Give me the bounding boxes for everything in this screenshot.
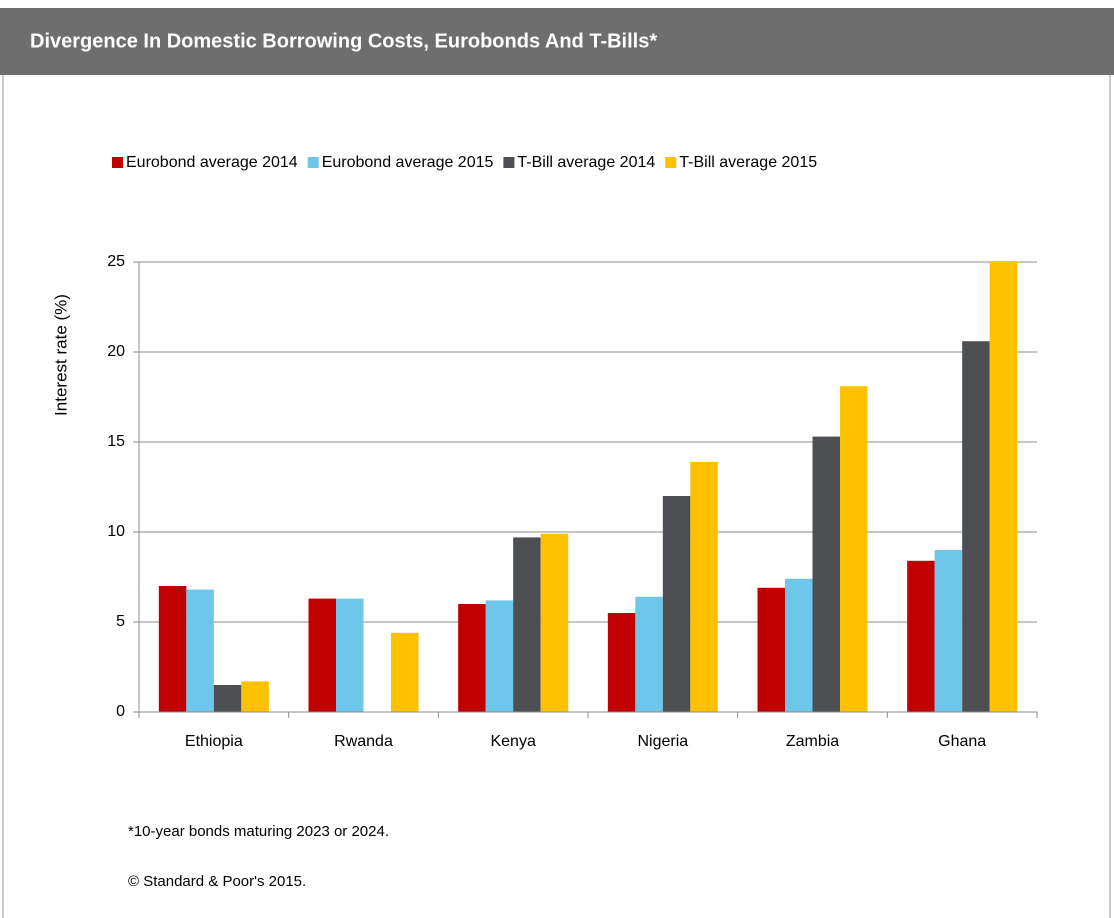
bar <box>513 537 541 712</box>
y-tick-label: 0 <box>116 703 125 720</box>
footnote: *10-year bonds maturing 2023 or 2024. <box>128 823 389 840</box>
bar <box>785 578 813 712</box>
x-tick-label: Zambia <box>786 733 839 750</box>
x-tick-label: Ethiopia <box>185 733 243 750</box>
legend-swatch <box>665 157 677 168</box>
legend-label: T-Bill average 2015 <box>679 154 817 171</box>
bar <box>186 589 214 712</box>
legend-swatch <box>307 157 319 168</box>
source: © Standard & Poor's 2015. <box>128 873 306 890</box>
bar <box>607 613 636 712</box>
y-axis-label: Interest rate (%) <box>51 294 70 416</box>
bar <box>907 560 935 712</box>
bar <box>391 632 419 712</box>
x-tick-label: Rwanda <box>334 733 393 750</box>
legend-swatch <box>503 157 515 168</box>
bar <box>690 461 718 712</box>
bar <box>485 600 514 712</box>
y-tick-label: 5 <box>116 613 125 630</box>
bar <box>934 550 963 712</box>
legend-label: Eurobond average 2015 <box>322 154 494 171</box>
bar <box>962 341 990 712</box>
legend-label: Eurobond average 2014 <box>126 154 298 171</box>
x-tick-label: Nigeria <box>637 733 688 750</box>
bar <box>540 533 569 712</box>
legend-label: T-Bill average 2014 <box>517 154 655 171</box>
bar <box>158 586 187 712</box>
x-tick-label: Ghana <box>938 733 986 750</box>
y-tick-label: 15 <box>107 433 125 450</box>
bar <box>213 685 242 712</box>
header-bar <box>0 8 1114 75</box>
bar <box>308 598 336 712</box>
y-tick-label: 25 <box>107 253 125 270</box>
bar <box>662 496 691 712</box>
bar <box>812 436 840 712</box>
legend-swatch <box>112 157 123 168</box>
x-tick-label: Kenya <box>490 733 535 750</box>
y-tick-label: 10 <box>107 523 125 540</box>
bar <box>458 604 486 712</box>
y-tick-label: 20 <box>107 343 125 360</box>
bar <box>757 587 785 712</box>
bar <box>989 262 1018 712</box>
bar <box>840 386 868 712</box>
bar <box>241 681 269 712</box>
bar <box>635 596 663 712</box>
bar <box>336 598 364 712</box>
header-title: Divergence In Domestic Borrowing Costs, … <box>30 30 657 52</box>
